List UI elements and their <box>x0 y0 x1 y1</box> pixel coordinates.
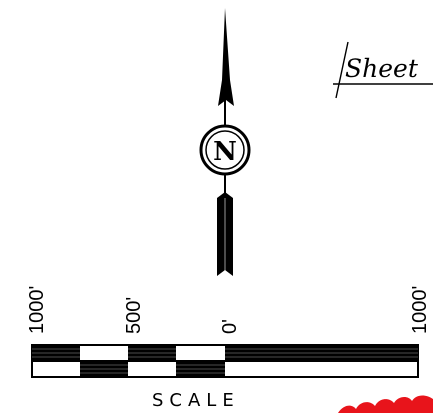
revision-cloud-icon <box>338 395 433 413</box>
scale-tick-500: 500' <box>123 297 145 334</box>
scale-bar <box>31 344 419 378</box>
north-label: N <box>213 137 237 167</box>
scale-tick-1000-left: 1000' <box>26 286 48 334</box>
scale-title: SCALE <box>152 390 240 411</box>
sheet-reference: Sheet <box>333 41 433 99</box>
north-arrow-icon <box>199 8 251 276</box>
sheet-label: Sheet <box>345 54 419 83</box>
scale-tick-0: 0' <box>219 319 241 334</box>
scale-tick-1000-right: 1000' <box>409 286 431 334</box>
